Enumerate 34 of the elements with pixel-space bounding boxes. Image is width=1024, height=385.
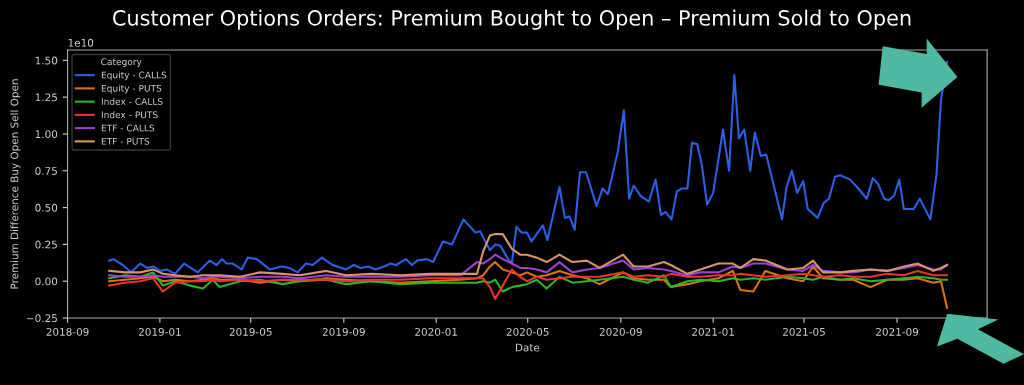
y-tick-label: 0.50 [35, 203, 58, 212]
legend-title: Category [101, 58, 142, 67]
y-tick-label: 0.75 [35, 167, 57, 175]
x-tick-label: 2019-09 [322, 327, 365, 336]
x-tick-label: 2018-09 [46, 327, 89, 336]
legend-label: Index - PUTS [101, 111, 158, 119]
y-tick-label: 0.25 [35, 240, 57, 249]
legend-label: ETF - PUTS [101, 137, 150, 145]
x-axis-title: Date [515, 343, 540, 352]
y-axis-title: Premium Difference Buy Open Sell Open [10, 79, 21, 289]
y-tick-label: −0.25 [27, 314, 57, 323]
x-tick-label: 2020-01 [415, 327, 457, 336]
line-series [108, 268, 949, 300]
legend-label: Equity - CALLS [101, 71, 167, 81]
x-tick-label: 2021-01 [692, 327, 734, 336]
x-tick-label: 2019-05 [229, 327, 272, 336]
x-tick-label: 2020-05 [506, 327, 549, 336]
y-tick-label: 0.00 [35, 277, 58, 286]
line-series [108, 233, 949, 278]
line-series [108, 271, 949, 293]
y-tick-label: 1.00 [35, 130, 58, 139]
legend-label: ETF - CALLS [101, 124, 155, 132]
chart-title: Customer Options Orders: Premium Bought to Open – Premium Sold to Open [113, 9, 911, 30]
line-series [108, 253, 949, 280]
x-tick-label: 2021-05 [782, 327, 825, 336]
legend-label: Index - CALLS [101, 97, 163, 105]
x-tick-label: 2019-01 [138, 327, 181, 336]
x-tick-label: 2021-09 [876, 327, 919, 336]
y-tick-label: 1.25 [35, 93, 57, 102]
line-series [108, 261, 949, 309]
x-tick-label: 2020-09 [599, 327, 642, 336]
text: 1e10 [68, 38, 94, 47]
y-tick-label: 1.50 [35, 56, 58, 65]
legend-label: Equity - PUTS [101, 84, 162, 94]
